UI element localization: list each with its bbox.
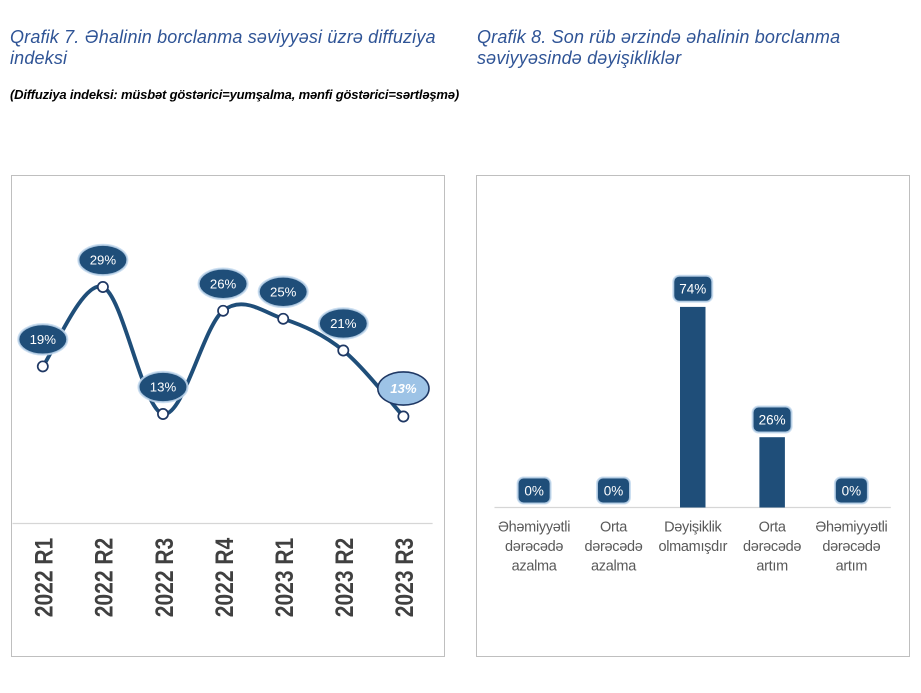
svg-text:21%: 21% <box>330 316 357 331</box>
svg-text:0%: 0% <box>842 484 862 499</box>
svg-text:2022 R2: 2022 R2 <box>91 538 119 618</box>
svg-text:13%: 13% <box>390 381 417 396</box>
svg-text:74%: 74% <box>679 282 706 297</box>
svg-text:0%: 0% <box>604 484 624 499</box>
svg-text:2023 R2: 2023 R2 <box>331 538 359 618</box>
svg-text:2023 R3: 2023 R3 <box>391 538 419 618</box>
svg-text:13%: 13% <box>150 380 177 395</box>
svg-text:19%: 19% <box>30 332 57 347</box>
svg-text:25%: 25% <box>270 285 297 300</box>
svg-text:2023 R1: 2023 R1 <box>271 538 299 618</box>
svg-text:26%: 26% <box>759 413 786 428</box>
svg-text:0%: 0% <box>524 484 544 499</box>
svg-text:2022 R3: 2022 R3 <box>151 538 179 618</box>
svg-text:2022 R4: 2022 R4 <box>211 538 239 618</box>
svg-text:29%: 29% <box>90 253 117 268</box>
svg-text:2022 R1: 2022 R1 <box>31 538 59 618</box>
svg-text:26%: 26% <box>210 277 237 292</box>
